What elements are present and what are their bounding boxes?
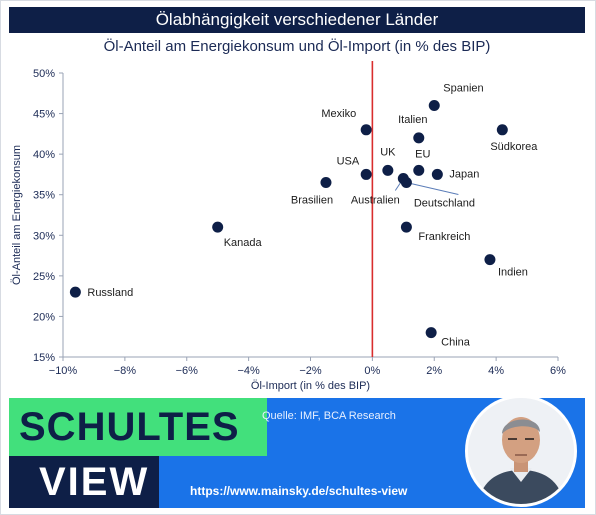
- data-point: [401, 177, 412, 188]
- point-label: USA: [337, 155, 360, 167]
- data-point: [432, 169, 443, 180]
- y-tick-label: 20%: [33, 311, 55, 323]
- scatter-chart: −10% −8% −6% −4% −2% 0% 2% 4% 6% 15% 20% 25% 30% 35% 4…: [0, 60, 596, 398]
- data-point: [70, 287, 81, 298]
- chart-subtitle: Öl-Anteil am Energiekonsum und Öl-Import…: [9, 38, 585, 55]
- portrait-icon: [468, 398, 574, 504]
- y-tick-label: 50%: [33, 68, 55, 80]
- x-tick-label: −8%: [114, 365, 137, 377]
- y-tick-label: 30%: [33, 230, 55, 242]
- y-tick-label: 25%: [33, 271, 55, 283]
- x-tick-label: 2%: [426, 365, 442, 377]
- point-label: Frankreich: [418, 231, 470, 243]
- y-tick-label: 15%: [33, 352, 55, 364]
- point-label: Japan: [449, 168, 479, 180]
- data-point: [413, 132, 424, 143]
- data-point: [382, 165, 393, 176]
- data-point: [212, 222, 223, 233]
- data-point: [413, 165, 424, 176]
- chart-title: Ölabhängigkeit verschiedener Länder: [9, 7, 585, 33]
- data-point: [401, 222, 412, 233]
- point-label: China: [441, 337, 471, 349]
- point-label: Brasilien: [291, 195, 333, 207]
- x-tick-label: 6%: [550, 365, 566, 377]
- point-label: Italien: [398, 114, 427, 126]
- point-label: Indien: [498, 267, 528, 279]
- leader-line: [406, 183, 458, 195]
- x-tick-label: −6%: [176, 365, 199, 377]
- source-note: Quelle: IMF, BCA Research: [262, 410, 396, 422]
- x-tick-label: −4%: [237, 365, 260, 377]
- y-axis-label: Öl-Anteil am Energiekonsum: [11, 145, 23, 285]
- author-portrait: [465, 395, 577, 507]
- x-axis-label: Öl-Import (in % des BIP): [251, 380, 370, 392]
- x-tick-label: −2%: [299, 365, 322, 377]
- data-point: [361, 124, 372, 135]
- point-label: Mexiko: [321, 108, 356, 120]
- brand-logo-top: SCHULTES: [9, 398, 267, 456]
- y-tick-label: 45%: [33, 109, 55, 121]
- point-label: Russland: [87, 287, 133, 299]
- x-tick-label: −10%: [49, 365, 78, 377]
- point-label: Südkorea: [490, 141, 538, 153]
- point-label: Spanien: [443, 82, 483, 94]
- data-point: [497, 124, 508, 135]
- brand-logo-bottom: VIEW: [9, 456, 159, 508]
- y-tick-label: 40%: [33, 149, 55, 161]
- y-tick-label: 35%: [33, 190, 55, 202]
- point-label: EU: [415, 148, 430, 160]
- website-link[interactable]: https://www.mainsky.de/schultes-view: [190, 484, 407, 498]
- data-point: [429, 100, 440, 111]
- point-label: UK: [380, 146, 396, 158]
- data-point: [426, 327, 437, 338]
- data-point: [484, 254, 495, 265]
- point-label: Australien: [351, 194, 400, 206]
- x-tick-label: 4%: [488, 365, 504, 377]
- x-tick-label: 0%: [364, 365, 380, 377]
- data-point: [361, 169, 372, 180]
- data-point: [320, 177, 331, 188]
- point-label: Deutschland: [414, 198, 475, 210]
- point-label: Kanada: [224, 237, 263, 249]
